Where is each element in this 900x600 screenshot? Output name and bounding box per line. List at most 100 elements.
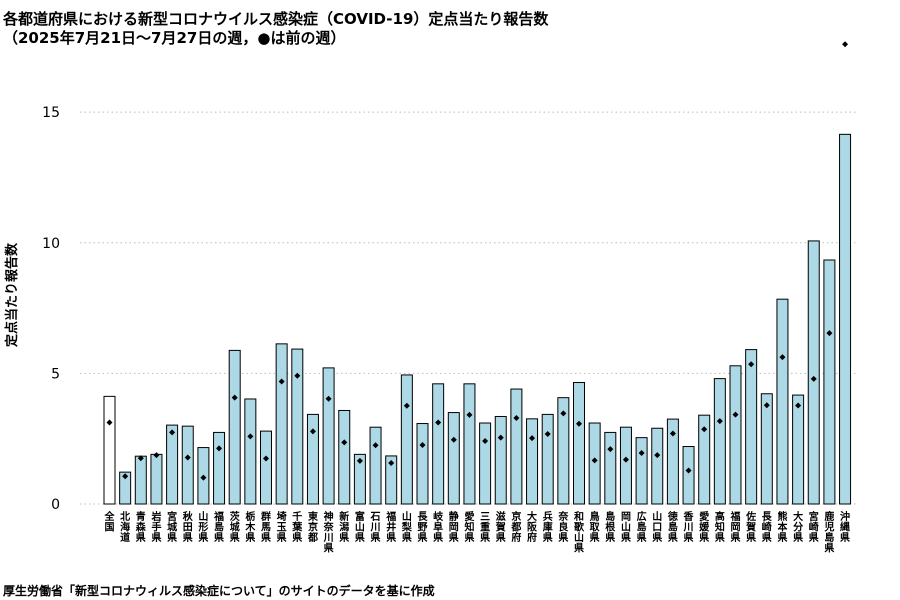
bar <box>338 409 351 505</box>
x-tick-label: 京都府 <box>510 510 521 544</box>
x-tick-label: 兵庫県 <box>543 510 553 544</box>
x-tick-label: 三重県 <box>480 511 490 544</box>
x-tick-label: 宮崎県 <box>809 510 819 544</box>
y-tick-label: 5 <box>51 366 60 382</box>
prev-week-marker <box>419 441 426 448</box>
x-tick-label: 山形県 <box>198 510 208 544</box>
bar <box>792 394 805 505</box>
bar <box>666 418 679 505</box>
bar <box>573 382 585 505</box>
x-tick-label: 鹿児島県 <box>823 510 834 555</box>
bar <box>588 422 601 505</box>
bar <box>526 418 539 505</box>
x-tick-label: 山口県 <box>652 510 662 544</box>
x-tick-label: 茨城県 <box>230 510 240 544</box>
x-tick-label: 宮城県 <box>167 510 177 544</box>
x-tick-label: 鳥取県 <box>590 510 601 544</box>
x-tick-label: 東京都 <box>307 510 318 544</box>
bar <box>134 455 147 505</box>
x-tick-label: 岩手県 <box>150 510 161 544</box>
bar <box>228 349 241 505</box>
x-tick-label: 広島県 <box>637 510 647 544</box>
x-tick-label: 福岡県 <box>730 510 741 544</box>
chart-subtitle: （2025年7月21日～7月27日の週，●は前の週） <box>3 29 346 47</box>
prev-week-marker <box>560 410 567 417</box>
prev-week-marker <box>810 375 817 382</box>
bar <box>557 397 570 505</box>
prev-week-marker <box>529 435 536 442</box>
bar <box>306 413 319 505</box>
prev-week-marker <box>716 418 723 425</box>
prev-week-marker <box>482 438 489 445</box>
bar <box>432 383 445 505</box>
prev-week-marker <box>294 372 301 379</box>
prev-week-marker <box>263 455 269 462</box>
x-tick-label: 熊本県 <box>777 510 788 544</box>
bar <box>729 365 742 505</box>
bar <box>807 240 820 505</box>
x-tick-label: 奈良県 <box>557 510 569 544</box>
bar <box>291 348 304 505</box>
x-tick-label: 北海道 <box>120 510 130 544</box>
prev-week-marker <box>216 445 223 452</box>
x-tick-label: 栃木県 <box>244 510 256 544</box>
prev-week-marker <box>607 446 614 453</box>
bar <box>369 426 382 505</box>
prev-week-marker <box>576 420 582 427</box>
bar <box>604 431 617 505</box>
x-tick-label: 富山県 <box>355 510 365 544</box>
prev-week-marker <box>638 450 645 457</box>
x-tick-label: 群馬県 <box>261 510 271 544</box>
bar <box>181 425 194 505</box>
x-tick-label: 沖縄県 <box>840 510 850 544</box>
bar <box>322 367 335 505</box>
bar <box>494 415 507 505</box>
prev-week-marker <box>403 402 410 409</box>
y-axis-label: 定点当たり報告数 <box>4 242 20 348</box>
bar <box>760 393 773 505</box>
x-tick-label: 長崎県 <box>762 511 773 544</box>
prev-week-marker <box>732 411 739 418</box>
prev-week-marker <box>106 419 113 426</box>
prev-week-marker <box>842 41 849 48</box>
x-tick-label: 長野県 <box>418 511 429 544</box>
y-tick-label: 0 <box>51 497 60 513</box>
x-tick-label: 大分県 <box>793 510 803 544</box>
bar <box>416 423 429 505</box>
prev-week-marker <box>591 457 598 464</box>
prev-week-marker <box>388 459 395 466</box>
bar <box>745 349 758 505</box>
y-tick-label: 15 <box>42 105 60 121</box>
source-note: 厚生労働省「新型コロナウィルス感染症について」のサイトのデータを基に作成 <box>3 584 435 598</box>
x-tick-label: 山梨県 <box>401 510 413 544</box>
prev-week-marker <box>763 402 770 409</box>
chart-title: 各都道府県における新型コロナウイルス感染症（COVID-19）定点当たり報告数 <box>3 10 549 28</box>
bar <box>150 453 163 505</box>
bar <box>839 133 852 505</box>
bar <box>260 430 272 505</box>
bar <box>447 412 460 505</box>
prev-week-marker <box>466 411 473 418</box>
bar <box>244 398 257 505</box>
x-tick-label: 岡山県 <box>621 511 631 544</box>
x-tick-label: 全国 <box>104 510 116 534</box>
x-tick-label: 徳島県 <box>667 510 678 544</box>
y-tick-label: 10 <box>42 236 60 252</box>
bar <box>541 413 554 505</box>
prev-week-marker <box>622 456 629 463</box>
x-tick-label: 静岡県 <box>449 510 459 544</box>
x-tick-label: 秋田県 <box>183 510 194 544</box>
x-tick-label: 愛知県 <box>463 510 474 544</box>
x-tick-label: 青森県 <box>135 510 147 544</box>
bar <box>635 437 648 505</box>
prev-week-marker <box>153 452 160 459</box>
x-tick-label: 石川県 <box>370 511 381 544</box>
bar <box>463 383 476 505</box>
prev-week-marker <box>325 395 332 402</box>
bar <box>619 426 632 505</box>
bar <box>119 471 132 505</box>
bar <box>275 343 288 505</box>
prev-week-marker <box>356 457 363 464</box>
prev-week-marker <box>169 429 176 436</box>
